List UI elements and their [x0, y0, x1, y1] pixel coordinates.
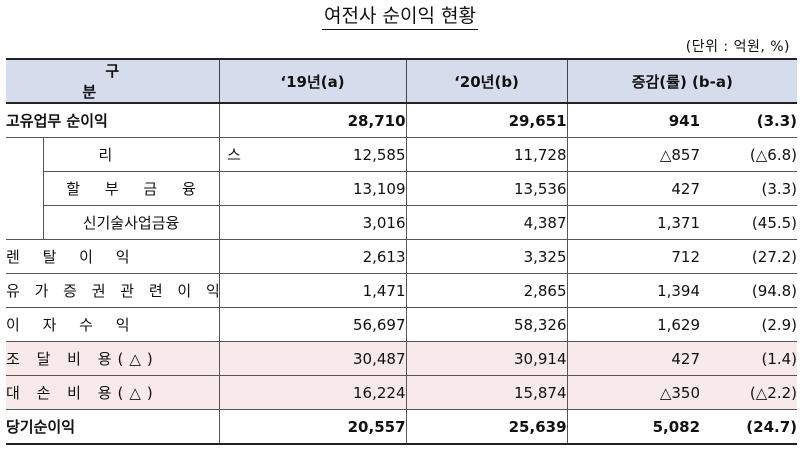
cell-change: 1,394 — [566, 273, 701, 308]
table-row-securities: 유 가 증 권 관 련 이 익 1,471 2,865 1,394 (94.8) — [6, 273, 798, 308]
cell-2020: 15,874 — [405, 375, 568, 410]
cell-change: 427 — [566, 171, 701, 206]
indent-cell — [6, 137, 43, 240]
row-label: 당기순이익 — [6, 409, 220, 445]
net-income-table: 구 분 ‘19년(a) ‘20년(b) 증감(률) (b-a) 고유업무 순이익… — [6, 58, 798, 445]
cell-change: 1,371 — [566, 205, 701, 240]
cell-change: 427 — [566, 341, 701, 376]
cell-2019: 30,487 — [218, 341, 407, 376]
cell-2019: 3,016 — [218, 205, 407, 240]
cell-2020: 58,326 — [405, 307, 568, 342]
cell-2020: 2,865 — [405, 273, 568, 308]
cell-rate: (△2.2) — [700, 375, 798, 410]
table-row-net-income: 당기순이익 20,557 25,639 5,082 (24.7) — [6, 409, 798, 445]
cell-2019: 12,585 — [218, 137, 407, 172]
table-row-interest: 이 자 수 익 56,697 58,326 1,629 (2.9) — [6, 307, 798, 342]
table-row-new-tech: 신기술사업금융 3,016 4,387 1,371 (45.5) — [6, 205, 798, 240]
cell-rate: (27.2) — [700, 239, 798, 274]
table-row-funding-cost: 조 달 비 용(△) 30,487 30,914 427 (1.4) — [6, 341, 798, 376]
cell-2019: 28,710 — [218, 102, 407, 138]
header-row: 구 분 ‘19년(a) ‘20년(b) 증감(률) (b-a) — [6, 58, 798, 104]
row-label: 이 자 수 익 — [6, 307, 220, 342]
row-label: 조 달 비 용(△) — [6, 341, 220, 376]
cell-change: △857 — [566, 137, 701, 172]
row-label: 고유업무 순이익 — [6, 102, 220, 138]
row-label: 신기술사업금융 — [42, 205, 220, 240]
cell-2019: 20,557 — [218, 409, 407, 445]
header-change: 증감(률) (b-a) — [566, 58, 798, 104]
table-row-lease: 리 스 12,585 11,728 △857 (△6.8) — [6, 137, 798, 240]
cell-rate: (3.3) — [700, 102, 798, 138]
row-label: 렌 탈 이 익 — [6, 239, 220, 274]
header-category: 구 분 — [6, 58, 220, 104]
cell-change: 1,629 — [566, 307, 701, 342]
cell-2020: 3,325 — [405, 239, 568, 274]
row-label: 유 가 증 권 관 련 이 익 — [6, 273, 220, 308]
row-label: 할 부 금 융 — [42, 171, 220, 206]
cell-2020: 13,536 — [405, 171, 568, 206]
cell-2020: 29,651 — [405, 102, 568, 138]
table-row-installment: 할 부 금 융 13,109 13,536 427 (3.3) — [6, 171, 798, 206]
cell-rate: (△6.8) — [700, 137, 798, 172]
unit-note: (단위 : 억원, %) — [685, 39, 790, 55]
row-label: 리 스 — [42, 137, 241, 172]
cell-2020: 30,914 — [405, 341, 568, 376]
table-title: 여전사 순이익 현황 — [0, 4, 800, 30]
cell-rate: (45.5) — [700, 205, 798, 240]
cell-2020: 25,639 — [405, 409, 568, 445]
cell-2019: 56,697 — [218, 307, 407, 342]
header-2020: ‘20년(b) — [405, 58, 568, 104]
cell-rate: (1.4) — [700, 341, 798, 376]
cell-rate: (2.9) — [700, 307, 798, 342]
cell-change: 712 — [566, 239, 701, 274]
cell-rate: (94.8) — [700, 273, 798, 308]
cell-rate: (24.7) — [700, 409, 798, 445]
table-row-rental: 렌 탈 이 익 2,613 3,325 712 (27.2) — [6, 239, 798, 274]
cell-2019: 2,613 — [218, 239, 407, 274]
table-row-bad-debt: 대 손 비 용(△) 16,224 15,874 △350 (△2.2) — [6, 375, 798, 410]
row-label: 대 손 비 용(△) — [6, 375, 220, 410]
table-row-core-income: 고유업무 순이익 28,710 29,651 941 (3.3) — [6, 102, 798, 138]
cell-change: 941 — [566, 102, 701, 138]
cell-2019: 13,109 — [218, 171, 407, 206]
cell-2020: 11,728 — [405, 137, 568, 172]
header-2019: ‘19년(a) — [218, 58, 407, 104]
cell-2020: 4,387 — [405, 205, 568, 240]
cell-change: △350 — [566, 375, 701, 410]
cell-2019: 16,224 — [218, 375, 407, 410]
cell-rate: (3.3) — [700, 171, 798, 206]
cell-change: 5,082 — [566, 409, 701, 445]
cell-2019: 1,471 — [218, 273, 407, 308]
